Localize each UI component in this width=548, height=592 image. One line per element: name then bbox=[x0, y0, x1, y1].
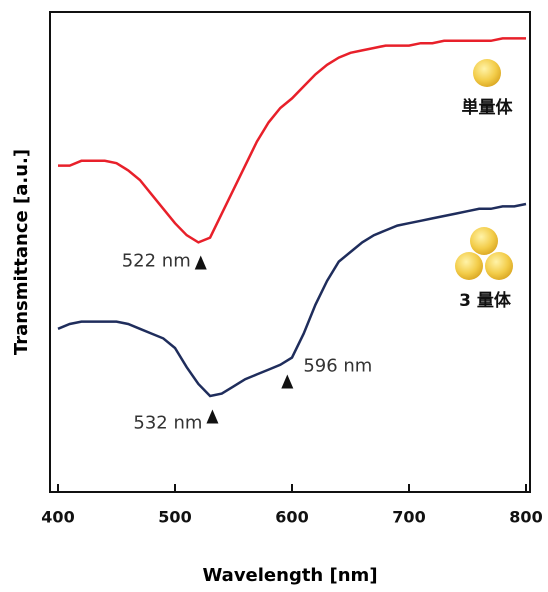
plot-frame bbox=[49, 11, 531, 493]
line bbox=[57, 202, 527, 398]
line bbox=[58, 37, 526, 244]
x-tick-label: 500 bbox=[158, 508, 191, 527]
trimer-icon bbox=[455, 252, 483, 280]
x-tick-label: 400 bbox=[41, 508, 74, 527]
annotation: 596 nm bbox=[303, 355, 372, 376]
annotation: 522 nm bbox=[122, 250, 191, 271]
annotation: 532 nm bbox=[133, 413, 202, 434]
monomer-icon bbox=[473, 59, 501, 87]
x-axis-label: Wavelength [nm] bbox=[202, 565, 377, 586]
peak-marker bbox=[194, 255, 207, 270]
trimer-icon bbox=[470, 227, 498, 255]
peak-marker bbox=[281, 374, 294, 389]
x-tick-label: 600 bbox=[275, 508, 308, 527]
peak-marker bbox=[206, 409, 219, 424]
x-tick-label: 700 bbox=[392, 508, 425, 527]
y-axis-label: Transmittance [a.u.] bbox=[11, 149, 32, 355]
legend-label: 3 量体 bbox=[459, 290, 512, 311]
legend-label: 単量体 bbox=[462, 97, 514, 118]
trimer-icon bbox=[485, 252, 513, 280]
x-tick-label: 800 bbox=[509, 508, 542, 527]
